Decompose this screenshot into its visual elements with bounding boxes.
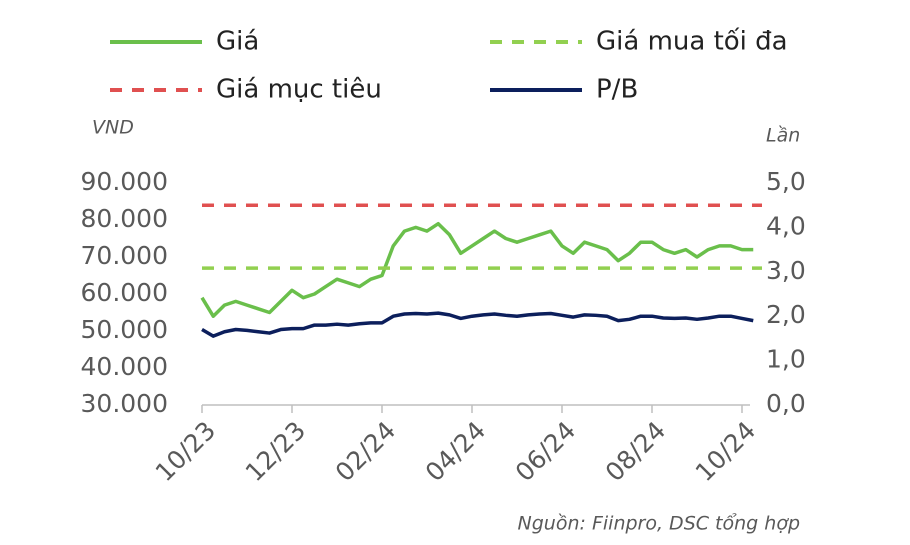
y-tick-label: 70.000 [81, 241, 168, 270]
y2-tick-label: 2,0 [766, 300, 806, 329]
y2-tick-label: 3,0 [766, 256, 806, 285]
x-tick-label: 02/24 [330, 416, 401, 487]
x-tick-label: 08/24 [600, 416, 671, 487]
legend-label: Giá mua tối đa [596, 27, 788, 57]
y2-tick-label: 4,0 [766, 211, 806, 240]
legend-label: Giá mục tiêu [216, 75, 382, 105]
legend-label: P/B [596, 75, 638, 105]
y-tick-label: 50.000 [81, 315, 168, 344]
line-series [201, 311, 754, 338]
x-tick-label: 12/23 [240, 416, 311, 487]
x-tick-label: 04/24 [420, 416, 491, 487]
y-axis-label: VND [92, 117, 134, 139]
y-tick-label: 90.000 [81, 167, 168, 196]
y2-tick-label: 1,0 [766, 345, 806, 374]
y2-axis-label: Lần [766, 125, 800, 147]
source: Nguồn: Fiinpro, DSC tổng hợp [518, 513, 800, 535]
legend-label: Giá [216, 27, 259, 57]
y2-tick-label: 0,0 [766, 389, 806, 418]
y2-tick-label: 5,0 [766, 167, 806, 196]
x-tick-label: 10/24 [690, 416, 761, 487]
x-tick-label: 06/24 [510, 416, 581, 487]
y-tick-label: 80.000 [81, 204, 168, 233]
y-tick-label: 60.000 [81, 278, 168, 307]
y-tick-label: 40.000 [81, 352, 168, 381]
y-tick-label: 30.000 [81, 389, 168, 418]
x-tick-label: 10/23 [150, 416, 221, 487]
line-series [200, 221, 754, 318]
